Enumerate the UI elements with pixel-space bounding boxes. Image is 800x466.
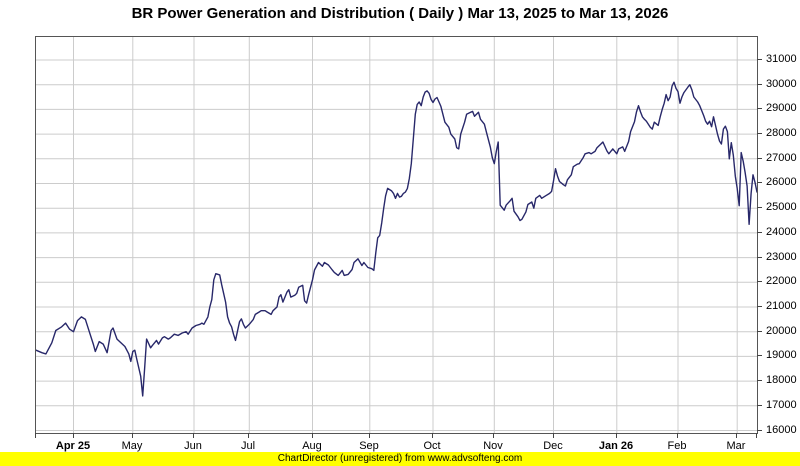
y-axis-label: 23000 xyxy=(766,251,797,263)
y-axis-label: 26000 xyxy=(766,176,797,188)
x-axis-label: Dec xyxy=(543,440,563,452)
y-axis-label: 16000 xyxy=(766,424,797,436)
y-axis-label: 18000 xyxy=(766,374,797,386)
y-axis-tick xyxy=(757,133,762,134)
y-axis-label: 29000 xyxy=(766,102,797,114)
plot-area xyxy=(35,36,758,434)
y-axis-label: 17000 xyxy=(766,399,797,411)
y-axis-tick xyxy=(757,355,762,356)
price-line xyxy=(36,81,757,397)
y-axis-label: 21000 xyxy=(766,300,797,312)
y-axis-tick xyxy=(757,331,762,332)
y-axis-tick xyxy=(757,182,762,183)
y-axis-tick xyxy=(757,306,762,307)
x-axis-label: Oct xyxy=(423,440,441,452)
y-axis-tick xyxy=(757,257,762,258)
x-axis-tick xyxy=(193,433,194,438)
y-axis-label: 24000 xyxy=(766,226,797,238)
x-axis-label: Sep xyxy=(359,440,379,452)
x-axis-label: Apr 25 xyxy=(55,440,91,452)
x-axis-label: Feb xyxy=(667,440,687,452)
y-axis-label: 22000 xyxy=(766,275,797,287)
y-axis-label: 20000 xyxy=(766,325,797,337)
y-axis-tick xyxy=(757,158,762,159)
y-axis-label: 19000 xyxy=(766,349,797,361)
x-axis-label: Mar xyxy=(726,440,746,452)
x-axis-tick xyxy=(35,433,36,438)
footer-credit-bar: ChartDirector (unregistered) from www.ad… xyxy=(0,452,800,466)
y-axis-tick xyxy=(757,405,762,406)
x-axis-tick xyxy=(677,433,678,438)
price-line-chart xyxy=(36,37,757,433)
y-axis-label: 27000 xyxy=(766,152,797,164)
x-axis-tick xyxy=(369,433,370,438)
x-axis-label: Jan 26 xyxy=(598,440,634,452)
x-axis-tick xyxy=(248,433,249,438)
x-axis-label: May xyxy=(121,440,143,452)
x-axis-tick xyxy=(73,433,74,438)
x-axis-tick xyxy=(132,433,133,438)
x-axis-tick xyxy=(553,433,554,438)
y-axis-tick xyxy=(757,108,762,109)
x-axis-tick xyxy=(493,433,494,438)
x-axis-label: Jul xyxy=(240,440,256,452)
x-axis-tick xyxy=(756,433,757,438)
y-axis-tick xyxy=(757,430,762,431)
y-axis-label: 30000 xyxy=(766,78,797,90)
y-axis-tick xyxy=(757,207,762,208)
x-axis-tick xyxy=(616,433,617,438)
y-axis-label: 28000 xyxy=(766,127,797,139)
y-axis-label: 25000 xyxy=(766,201,797,213)
x-axis-tick xyxy=(312,433,313,438)
x-axis-label: Jun xyxy=(184,440,202,452)
x-axis-label: Aug xyxy=(302,440,322,452)
y-axis-tick xyxy=(757,59,762,60)
x-axis-tick xyxy=(736,433,737,438)
y-axis-tick xyxy=(757,380,762,381)
y-axis-tick xyxy=(757,84,762,85)
x-axis-label: Nov xyxy=(483,440,503,452)
y-axis-label: 31000 xyxy=(766,53,797,65)
y-axis-tick xyxy=(757,232,762,233)
y-axis-tick xyxy=(757,281,762,282)
x-axis-tick xyxy=(432,433,433,438)
chart-title: BR Power Generation and Distribution ( D… xyxy=(131,5,669,22)
